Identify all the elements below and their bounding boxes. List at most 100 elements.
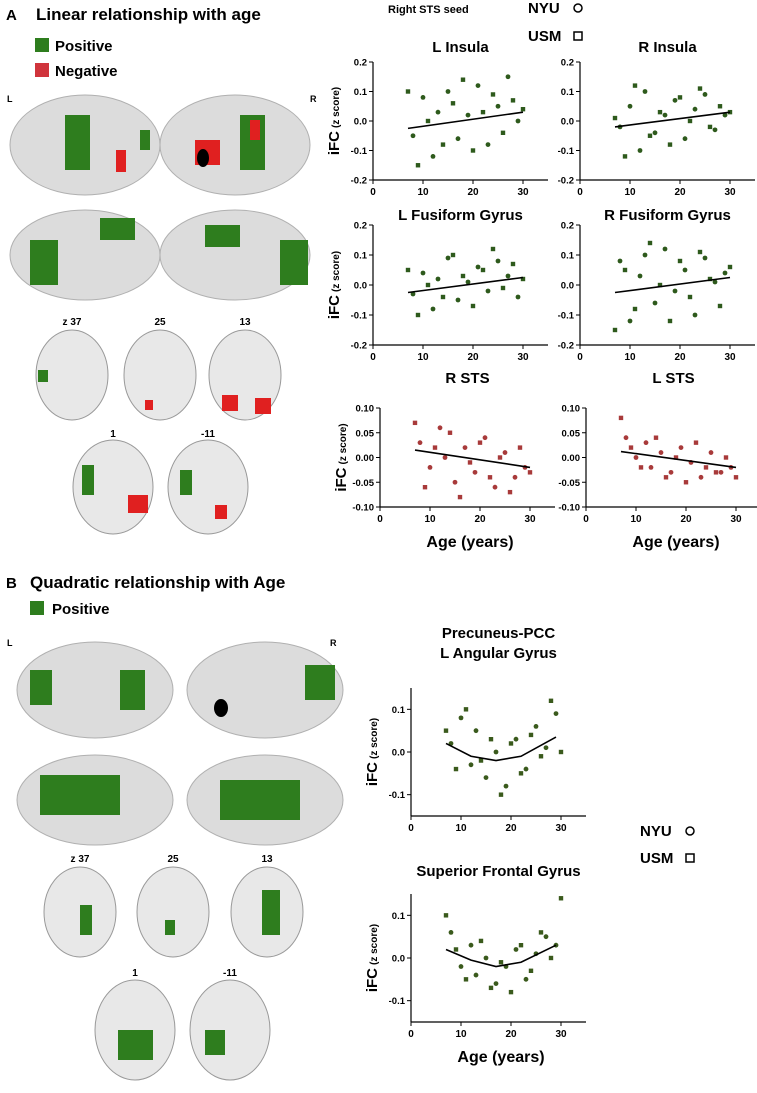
- x-tick-label: 10: [455, 823, 467, 834]
- point: [460, 77, 466, 82]
- x-tick-label: 0: [577, 352, 583, 363]
- point: [558, 749, 564, 755]
- point: [657, 109, 663, 115]
- legend-marker: [573, 31, 583, 41]
- point: [692, 312, 698, 318]
- x-tick-label: 0: [377, 514, 383, 525]
- point: [498, 960, 504, 965]
- point: [450, 252, 456, 258]
- point: [517, 445, 523, 450]
- point: [662, 246, 668, 252]
- point: [628, 445, 634, 450]
- point: [528, 732, 534, 738]
- point: [672, 97, 678, 103]
- point: [538, 754, 544, 759]
- legend-swatch: [35, 63, 49, 77]
- point: [482, 435, 488, 441]
- point: [458, 964, 464, 969]
- chart-title: R Fusiform Gyrus: [604, 207, 731, 224]
- point: [455, 297, 461, 303]
- x-tick-label: 20: [467, 352, 479, 363]
- slice: [35, 329, 109, 421]
- point: [463, 707, 469, 712]
- x-axis-label: Age (years): [457, 1049, 544, 1066]
- point: [667, 142, 673, 147]
- point: [493, 749, 499, 755]
- point: [707, 124, 713, 130]
- slice-label: z 37: [71, 854, 90, 865]
- legend-label: USM: [528, 28, 561, 45]
- x-tick-label: 20: [505, 823, 517, 834]
- legend-marker: [573, 3, 583, 13]
- blob: [30, 670, 52, 705]
- point: [420, 270, 426, 276]
- point: [425, 282, 431, 288]
- y-axis-label-unit: (z score): [369, 924, 380, 965]
- point: [458, 715, 464, 721]
- blob: [280, 240, 308, 285]
- blob: [120, 670, 145, 710]
- point: [722, 270, 728, 276]
- chart-title: Superior Frontal Gyrus: [416, 863, 580, 880]
- x-tick-label: 10: [417, 187, 429, 198]
- point: [658, 450, 664, 455]
- trend-line: [445, 736, 557, 762]
- trend-line: [614, 276, 731, 294]
- point: [503, 783, 509, 789]
- y-axis-label-main: iFC: [364, 968, 381, 992]
- x-tick-label: 10: [424, 514, 436, 525]
- point: [662, 112, 668, 118]
- point: [683, 480, 689, 485]
- slice-label: 1: [132, 968, 138, 979]
- x-tick-label: 30: [555, 823, 567, 834]
- brain-medial: [159, 209, 311, 301]
- point: [518, 943, 524, 948]
- point: [443, 913, 449, 918]
- point: [548, 698, 554, 703]
- y-tick-label: 0.1: [392, 911, 406, 922]
- point: [417, 440, 423, 446]
- y-axis-label-unit: (z score): [338, 423, 349, 464]
- point: [467, 460, 473, 465]
- point: [723, 455, 729, 460]
- point: [447, 430, 453, 435]
- hemisphere-label: L: [7, 94, 13, 104]
- point: [558, 896, 564, 901]
- point: [508, 741, 514, 746]
- point: [480, 109, 486, 115]
- point: [440, 142, 446, 147]
- point: [702, 255, 708, 261]
- x-tick-label: 30: [517, 352, 529, 363]
- y-tick-label: -0.1: [389, 790, 406, 801]
- point: [465, 112, 471, 118]
- blob: [220, 780, 300, 820]
- y-axis-label-unit: (z score): [331, 251, 342, 292]
- point: [682, 267, 688, 273]
- y-tick-label: -0.05: [558, 478, 580, 489]
- point: [415, 312, 421, 318]
- x-tick-label: 10: [455, 1029, 467, 1040]
- point: [480, 267, 486, 273]
- point: [697, 249, 703, 255]
- x-tick-label: 30: [730, 514, 742, 525]
- point: [507, 489, 513, 495]
- point: [515, 294, 521, 300]
- point: [435, 276, 441, 282]
- point: [687, 294, 693, 300]
- point: [515, 118, 521, 124]
- point: [492, 484, 498, 490]
- brain-lateral: [16, 641, 174, 739]
- legend-label: Positive: [55, 38, 113, 55]
- point: [673, 455, 679, 460]
- y-tick-label: -0.2: [351, 341, 367, 352]
- point: [623, 435, 629, 441]
- point: [548, 955, 554, 961]
- point: [638, 465, 644, 470]
- point: [712, 279, 718, 285]
- point: [622, 267, 628, 273]
- point: [443, 728, 449, 733]
- point: [518, 771, 524, 776]
- point: [708, 450, 714, 455]
- point: [415, 163, 421, 168]
- y-tick-label: 0.0: [392, 748, 405, 759]
